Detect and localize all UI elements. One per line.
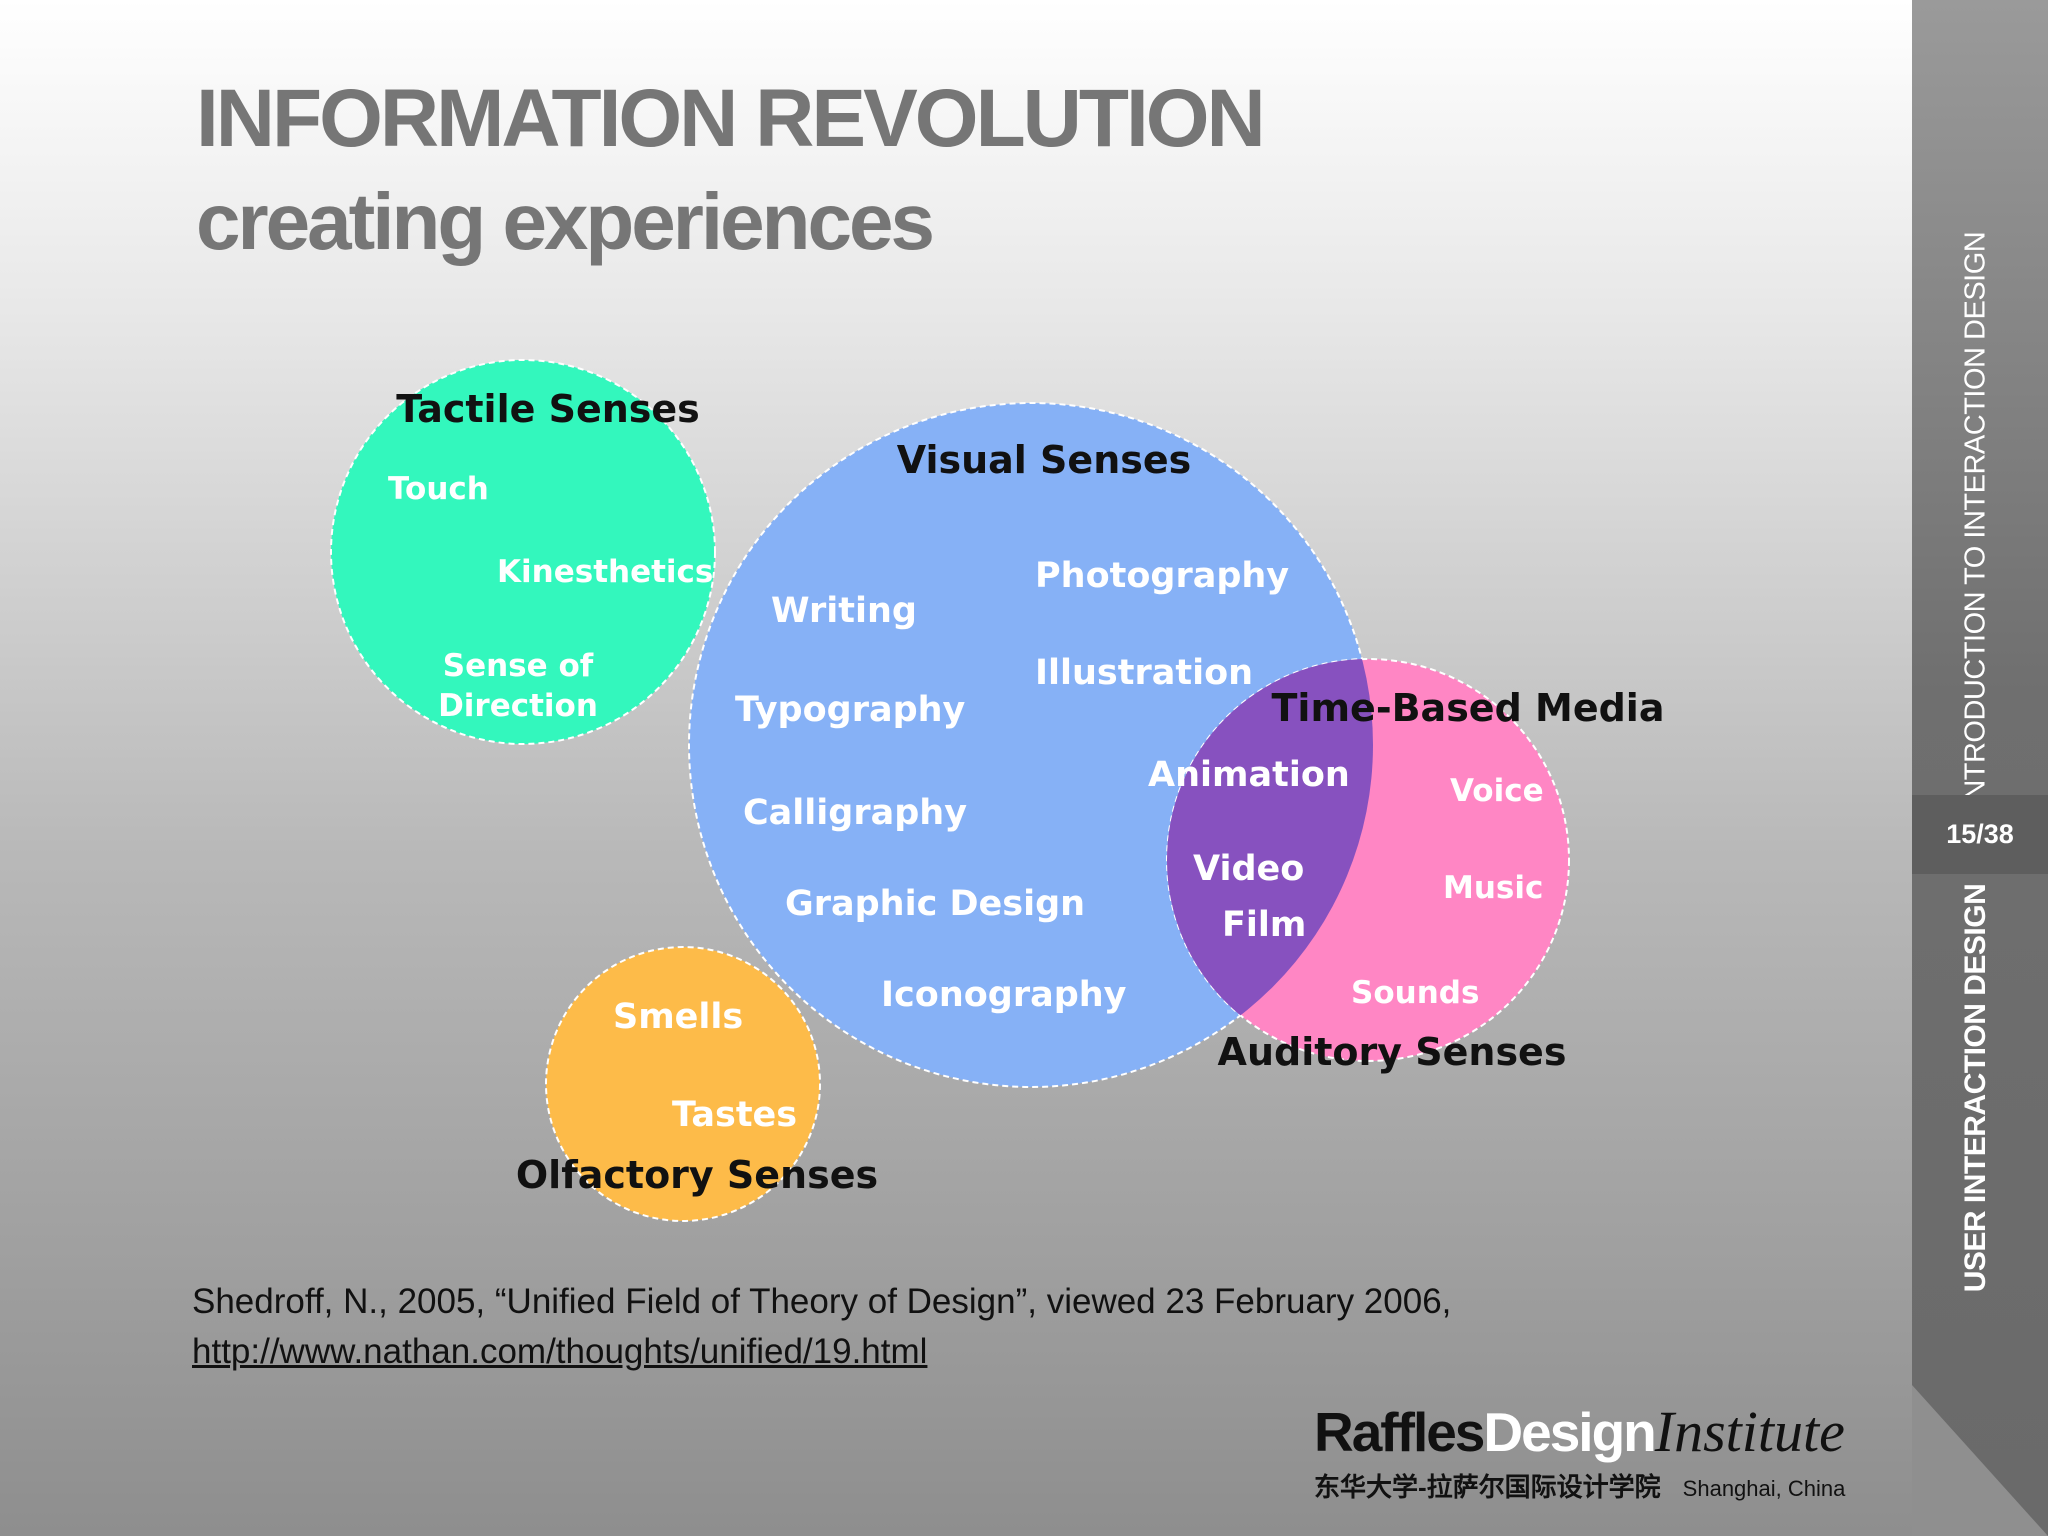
logo-raffles: Raffles [1314,1401,1485,1463]
time-based-media-label: Time-Based Media [1272,686,1665,730]
logo-chinese-name: 东华大学-拉萨尔国际设计学院 [1314,1472,1661,1502]
kinesthetics-label: Kinesthetics [497,554,713,590]
touch-label: Touch [388,471,489,507]
citation: Shedroff, N., 2005, “Unified Field of Th… [192,1277,1451,1377]
writing-label: Writing [771,591,917,631]
page-counter: 15/38 [1912,795,2048,874]
video-label: Video [1193,849,1304,889]
photography-label: Photography [1035,556,1289,596]
visual-senses-label: Visual Senses [897,438,1192,482]
citation-text: Shedroff, N., 2005, “Unified Field of Th… [192,1282,1452,1321]
smells-label: Smells [613,997,743,1037]
title-line-2: creating experiences [196,177,935,266]
tactile-circle [330,359,716,745]
iconography-label: Iconography [881,975,1127,1015]
section-title: USER INTERACTION DESIGN [1959,883,1992,1293]
graphic-design-label: Graphic Design [785,884,1085,924]
film-label: Film [1222,905,1306,945]
senses-venn-diagram: Tactile Senses Touch Kinesthetics Sense … [330,359,1665,1222]
tactile-senses-label: Tactile Senses [396,387,700,431]
olfactory-senses-label: Olfactory Senses [516,1153,878,1197]
course-title: INTRODUCTION TO INTERACTION DESIGN [1959,231,1992,809]
music-label: Music [1443,870,1543,906]
logo-institute: Institute [1654,1399,1845,1464]
tastes-label: Tastes [672,1095,797,1135]
calligraphy-label: Calligraphy [743,793,967,833]
logo-city: Shanghai, China [1682,1476,1846,1501]
citation-link[interactable]: http://www.nathan.com/thoughts/unified/1… [192,1332,928,1371]
olfactory-circle [545,946,821,1222]
voice-label: Voice [1450,773,1544,809]
logo-design: Design [1483,1401,1656,1463]
animation-label: Animation [1148,755,1350,795]
corner-fold [1912,1385,2048,1536]
typography-label: Typography [735,690,966,730]
title-line-1: INFORMATION REVOLUTION [196,73,1266,164]
sounds-label: Sounds [1351,975,1479,1011]
sense-of-label: Sense of [443,648,594,684]
slide-title: INFORMATION REVOLUTION creating experien… [196,73,1266,266]
auditory-senses-label: Auditory Senses [1218,1030,1567,1074]
raffles-logo: RafflesDesignInstitute 东华大学-拉萨尔国际设计学院 Sha… [1314,1398,1845,1504]
sidebar: INTRODUCTION TO INTERACTION DESIGN 15/38… [1912,0,2048,1536]
illustration-label: Illustration [1035,653,1253,693]
direction-label: Direction [438,688,598,724]
